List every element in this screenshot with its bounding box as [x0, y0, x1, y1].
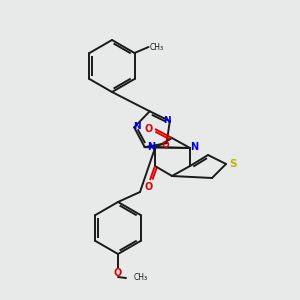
Text: CH₃: CH₃: [149, 43, 164, 52]
Text: N: N: [163, 116, 171, 124]
Text: O: O: [162, 141, 170, 150]
Text: N: N: [147, 142, 155, 152]
Text: S: S: [229, 159, 237, 169]
Text: CH₃: CH₃: [134, 274, 148, 283]
Text: N: N: [190, 142, 198, 152]
Text: O: O: [145, 124, 153, 134]
Text: N: N: [134, 122, 141, 131]
Text: O: O: [145, 182, 153, 192]
Text: O: O: [114, 268, 122, 278]
